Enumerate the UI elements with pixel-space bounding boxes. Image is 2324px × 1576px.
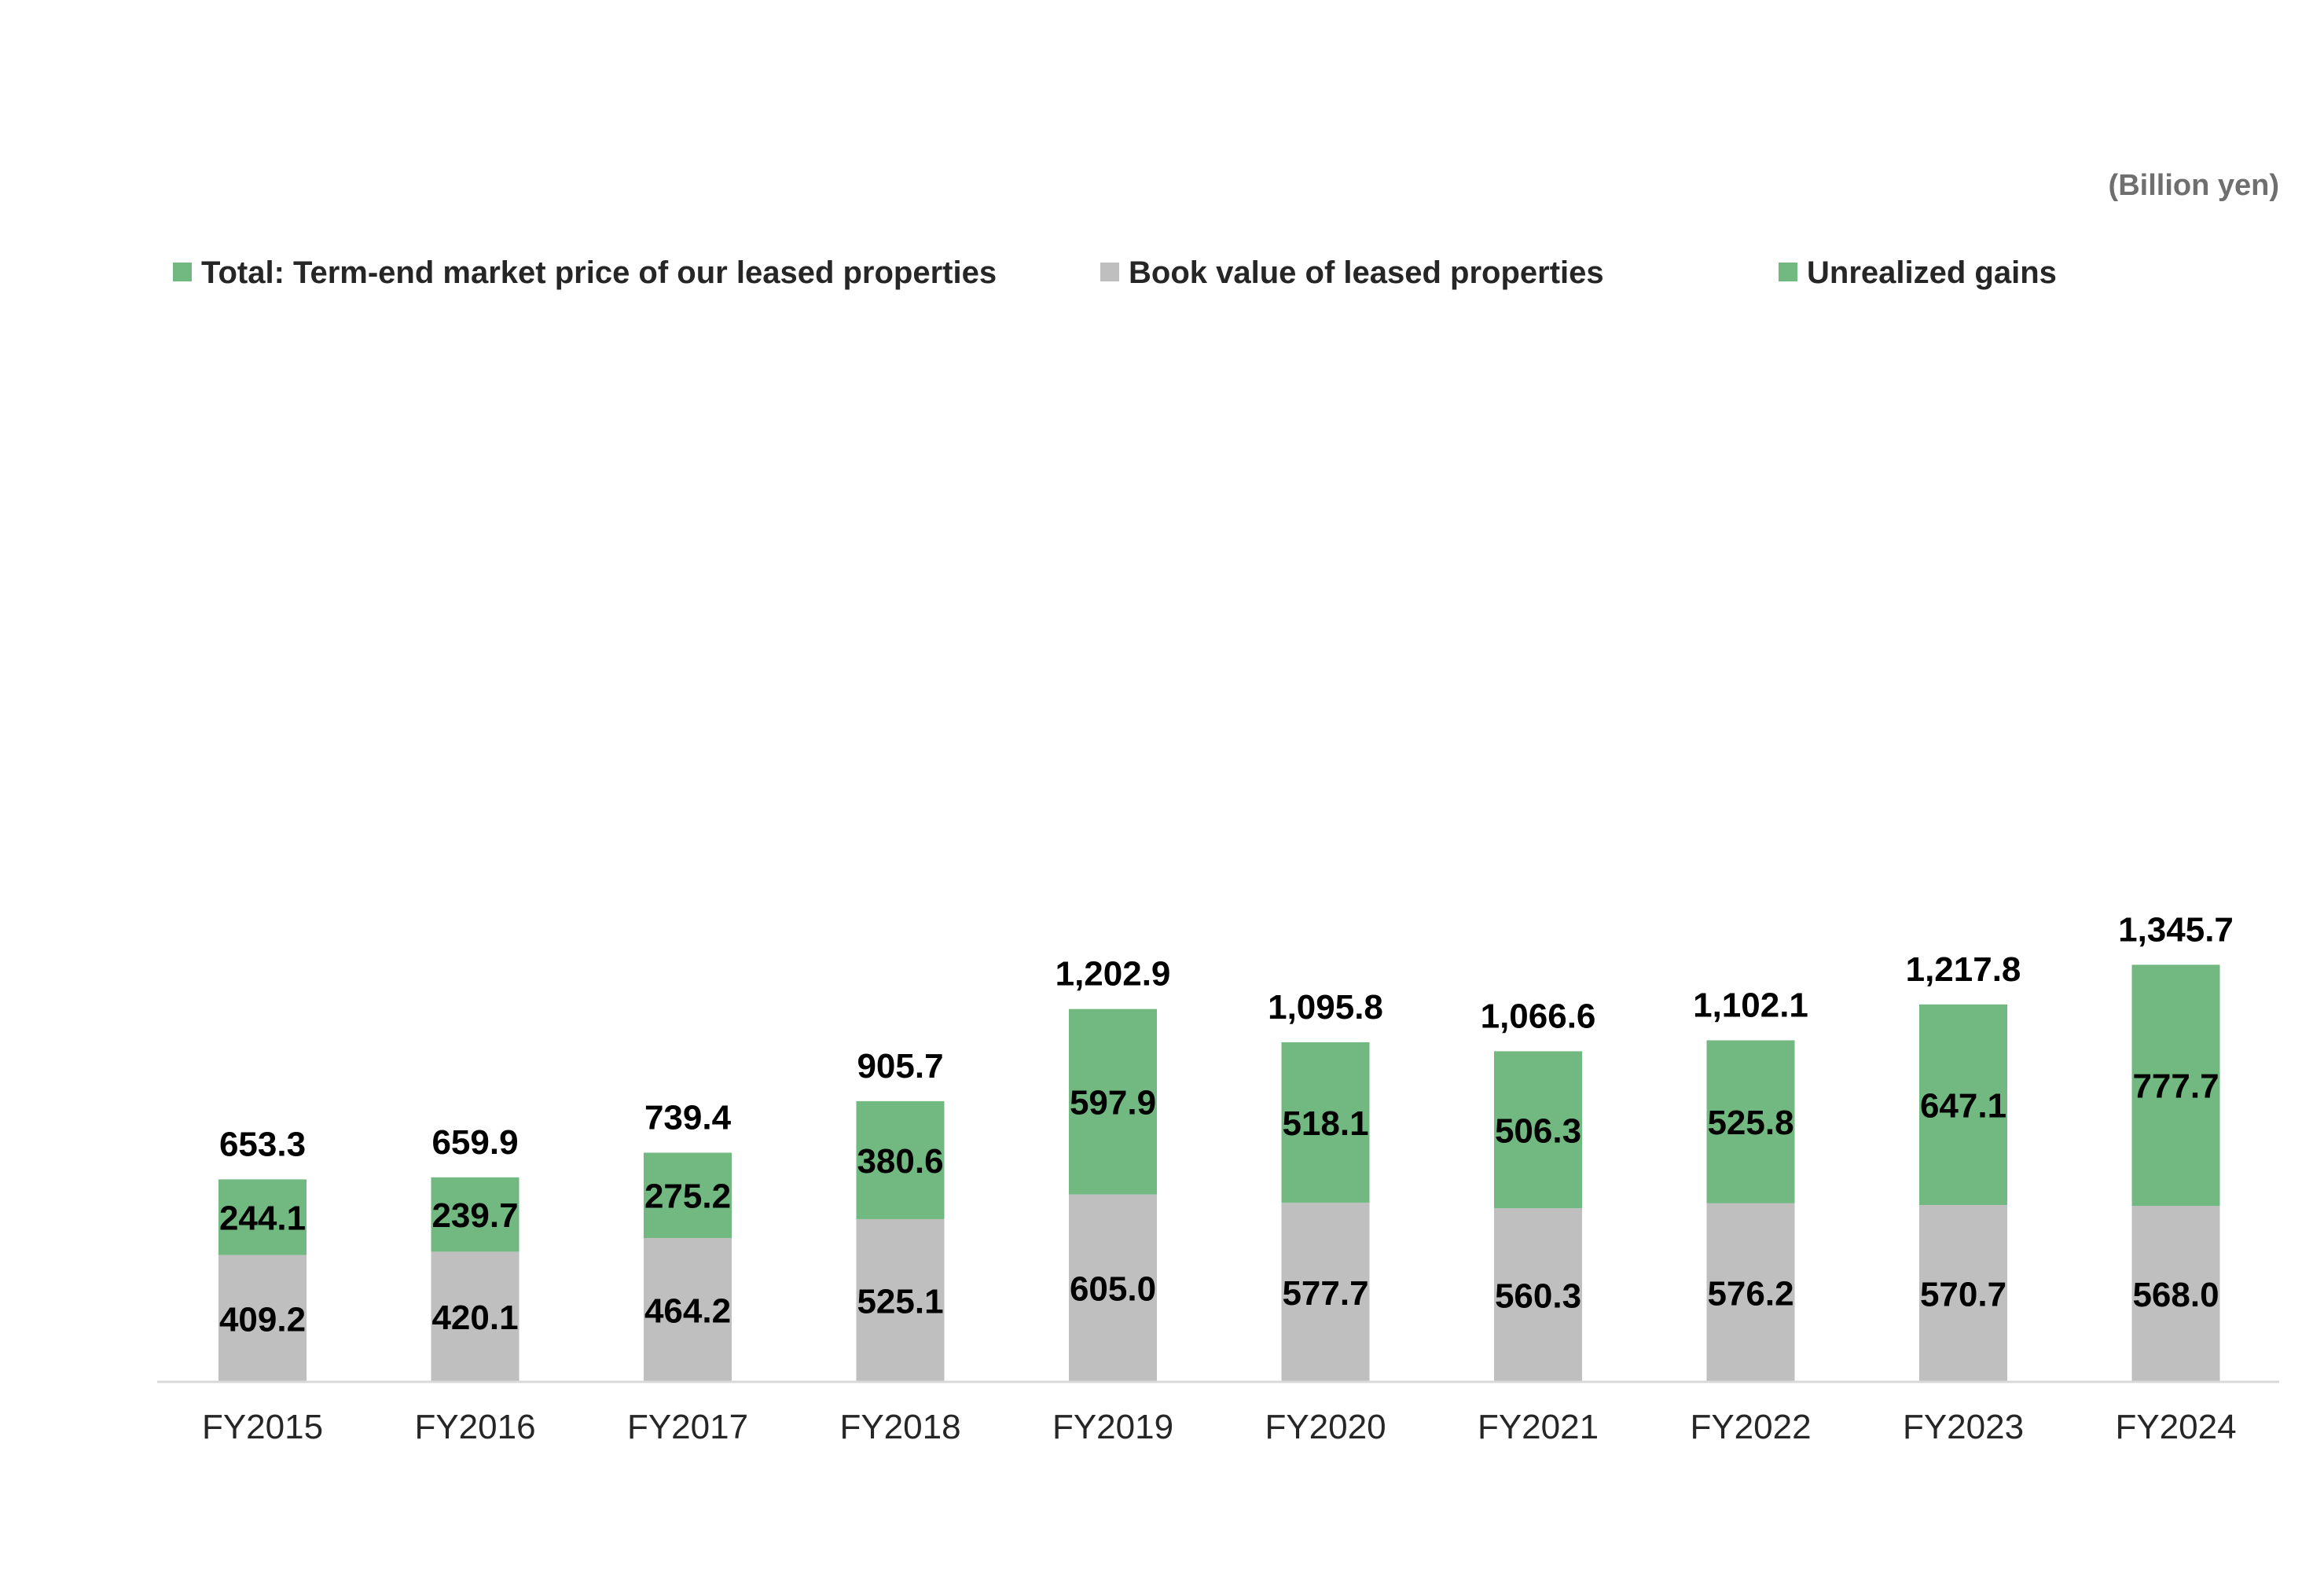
label-total-fy2023: 1,217.8 — [1906, 950, 2021, 989]
bar-book-value-fy2015 — [218, 1255, 307, 1382]
label-book-value-fy2020: 577.7 — [1282, 1274, 1368, 1313]
bar-unrealized-gains-fy2018 — [856, 1100, 945, 1219]
label-book-value-fy2023: 570.7 — [1920, 1275, 2006, 1313]
bar-group-fy2024: 568.0 777.7 1,345.7 FY2024 — [2115, 910, 2236, 1446]
x-tick-label-fy2021: FY2021 — [1478, 1408, 1599, 1446]
label-total-fy2016: 659.9 — [431, 1123, 518, 1162]
x-tick-label-fy2020: FY2020 — [1265, 1408, 1386, 1446]
label-book-value-fy2021: 560.3 — [1495, 1277, 1581, 1316]
bar-unrealized-gains-fy2020 — [1281, 1041, 1370, 1203]
label-book-value-fy2016: 420.1 — [431, 1299, 518, 1337]
bar-unrealized-gains-fy2015 — [218, 1179, 307, 1255]
bar-group-fy2021: 560.3 506.3 1,066.6 FY2021 — [1478, 997, 1599, 1446]
label-book-value-fy2022: 576.2 — [1707, 1274, 1793, 1313]
label-total-fy2021: 1,066.6 — [1481, 997, 1596, 1035]
bar-book-value-fy2018 — [856, 1218, 945, 1382]
bar-book-value-fy2016 — [431, 1251, 520, 1382]
bar-group-fy2017: 464.2 275.2 739.4 FY2017 — [627, 1098, 748, 1446]
x-tick-label-fy2017: FY2017 — [627, 1408, 748, 1446]
label-book-value-fy2018: 525.1 — [857, 1282, 943, 1321]
bar-group-fy2020: 577.7 518.1 1,095.8 FY2020 — [1265, 988, 1386, 1446]
x-tick-label-fy2022: FY2022 — [1690, 1408, 1811, 1446]
legend: Total: Term-end market price of our leas… — [173, 255, 2057, 290]
unit-label: (Billion yen) — [2109, 169, 2279, 202]
label-unrealized-gains-fy2016: 239.7 — [431, 1196, 518, 1235]
label-unrealized-gains-fy2017: 275.2 — [644, 1177, 731, 1216]
label-unrealized-gains-fy2019: 597.9 — [1070, 1084, 1156, 1122]
bar-book-value-fy2024 — [2131, 1206, 2220, 1382]
plot-area: 409.2 244.1 653.3 FY2015 420.1 239.7 659.9 FY20… — [202, 910, 2237, 1446]
label-book-value-fy2024: 568.0 — [2132, 1276, 2219, 1314]
x-tick-label-fy2018: FY2018 — [839, 1408, 960, 1446]
legend-item-total: Total: Term-end market price of our leas… — [173, 255, 997, 290]
label-unrealized-gains-fy2020: 518.1 — [1282, 1104, 1368, 1143]
legend-swatch-book-value — [1100, 263, 1119, 281]
label-book-value-fy2017: 464.2 — [644, 1291, 731, 1330]
bar-group-fy2018: 525.1 380.6 905.7 FY2018 — [839, 1047, 960, 1446]
label-book-value-fy2019: 605.0 — [1070, 1270, 1156, 1309]
bar-unrealized-gains-fy2023 — [1919, 1004, 2007, 1205]
legend-item-unrealized-gains: Unrealized gains — [1779, 255, 2057, 290]
legend-label-unrealized-gains: Unrealized gains — [1807, 255, 2057, 290]
label-unrealized-gains-fy2021: 506.3 — [1495, 1111, 1581, 1150]
bar-book-value-fy2021 — [1494, 1208, 1582, 1382]
bar-book-value-fy2020 — [1281, 1203, 1370, 1382]
bar-unrealized-gains-fy2021 — [1494, 1051, 1582, 1209]
legend-label-book-value: Book value of leased properties — [1129, 255, 1604, 290]
legend-label-total: Total: Term-end market price of our leas… — [201, 255, 997, 290]
x-tick-label-fy2016: FY2016 — [414, 1408, 535, 1446]
bar-group-fy2015: 409.2 244.1 653.3 FY2015 — [202, 1125, 323, 1446]
bar-group-fy2019: 605.0 597.9 1,202.9 FY2019 — [1052, 955, 1173, 1446]
label-book-value-fy2015: 409.2 — [219, 1300, 306, 1339]
bar-book-value-fy2023 — [1919, 1204, 2007, 1382]
label-total-fy2024: 1,345.7 — [2118, 910, 2234, 949]
label-unrealized-gains-fy2018: 380.6 — [857, 1142, 943, 1181]
legend-swatch-total — [173, 263, 192, 281]
label-total-fy2018: 905.7 — [857, 1047, 943, 1086]
label-total-fy2017: 739.4 — [644, 1098, 732, 1137]
bar-unrealized-gains-fy2024 — [2131, 964, 2220, 1207]
bar-book-value-fy2017 — [644, 1237, 732, 1382]
bar-group-fy2023: 570.7 647.1 1,217.8 FY2023 — [1903, 950, 2024, 1446]
label-unrealized-gains-fy2015: 244.1 — [219, 1199, 306, 1238]
bar-group-fy2022: 576.2 525.8 1,102.1 FY2022 — [1690, 986, 1811, 1446]
x-tick-label-fy2024: FY2024 — [2115, 1408, 2236, 1446]
bar-book-value-fy2019 — [1069, 1194, 1157, 1382]
bar-group-fy2016: 420.1 239.7 659.9 FY2016 — [414, 1123, 535, 1446]
bar-unrealized-gains-fy2022 — [1706, 1040, 1795, 1203]
x-tick-label-fy2019: FY2019 — [1052, 1408, 1173, 1446]
label-unrealized-gains-fy2023: 647.1 — [1920, 1086, 2006, 1125]
legend-item-book-value: Book value of leased properties — [1100, 255, 1604, 290]
label-unrealized-gains-fy2024: 777.7 — [2132, 1067, 2219, 1106]
x-tick-label-fy2023: FY2023 — [1903, 1408, 2024, 1446]
label-total-fy2022: 1,102.1 — [1693, 986, 1808, 1024]
label-total-fy2019: 1,202.9 — [1056, 955, 1171, 994]
label-total-fy2020: 1,095.8 — [1268, 988, 1383, 1027]
bar-unrealized-gains-fy2019 — [1069, 1008, 1157, 1195]
label-unrealized-gains-fy2022: 525.8 — [1707, 1104, 1793, 1142]
label-total-fy2015: 653.3 — [219, 1125, 306, 1163]
bar-unrealized-gains-fy2016 — [431, 1177, 520, 1252]
legend-swatch-unrealized-gains — [1779, 263, 1797, 281]
x-tick-label-fy2015: FY2015 — [202, 1408, 323, 1446]
bar-book-value-fy2022 — [1706, 1203, 1795, 1382]
bar-unrealized-gains-fy2017 — [644, 1152, 732, 1238]
